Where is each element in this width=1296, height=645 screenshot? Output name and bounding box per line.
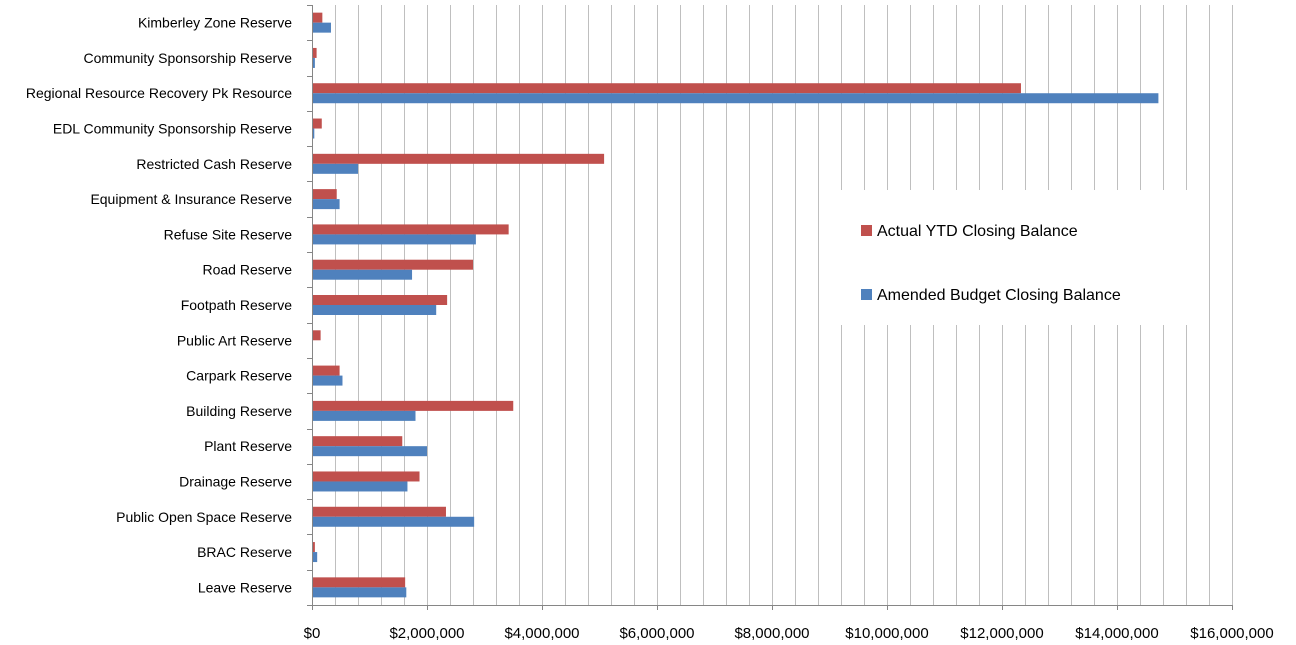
bar-actual [312, 295, 448, 305]
legend-swatch-amended [861, 289, 872, 300]
bar-amended [312, 163, 358, 174]
category-label: Refuse Site Reserve [164, 226, 293, 242]
bar-amended [312, 410, 416, 421]
category-label: Leave Reserve [198, 579, 292, 595]
category-label: BRAC Reserve [197, 544, 292, 560]
bar-amended [312, 199, 340, 210]
category-label: EDL Community Sponsorship Reserve [53, 121, 292, 137]
bar-actual [312, 259, 473, 270]
category-label: Community Sponsorship Reserve [83, 50, 292, 66]
category-label: Footpath Reserve [181, 297, 292, 313]
bar-amended [312, 305, 437, 315]
x-tick-label: $2,000,000 [389, 625, 464, 642]
bar-amended [312, 516, 475, 527]
x-tick-label: $0 [304, 625, 321, 642]
category-labels: Leave Reserve BRAC Reserve Public Open Spa… [26, 15, 292, 596]
category-label: Equipment & Insurance Reserve [90, 191, 292, 207]
x-tick-label: $6,000,000 [619, 625, 694, 642]
legend-swatch-actual [861, 225, 872, 236]
bar-actual [312, 330, 321, 341]
bar-actual [312, 12, 323, 23]
bar-actual [312, 47, 317, 58]
category-label: Regional Resource Recovery Pk Resource [26, 85, 292, 101]
x-tick-label: $12,000,000 [960, 625, 1043, 642]
x-tick-label: $8,000,000 [734, 625, 809, 642]
bar-amended [312, 22, 331, 33]
bar-actual [312, 365, 340, 376]
bar-amended [312, 481, 408, 492]
bar-amended [312, 375, 343, 386]
legend-box [840, 190, 1192, 325]
bar-actual [312, 577, 406, 588]
bar-amended [312, 57, 315, 68]
bar-actual [312, 224, 509, 235]
bar-amended [312, 234, 476, 245]
category-label: Kimberley Zone Reserve [138, 15, 292, 31]
category-label: Carpark Reserve [186, 368, 292, 384]
x-tick-label: $10,000,000 [845, 625, 928, 642]
bar-actual [312, 400, 514, 411]
x-tick-label: $14,000,000 [1075, 625, 1158, 642]
category-label: Restricted Cash Reserve [136, 156, 292, 172]
category-label: Plant Reserve [204, 438, 292, 454]
bar-amended [312, 587, 407, 598]
category-label: Public Art Reserve [177, 332, 292, 348]
bar-actual [312, 506, 446, 517]
bar-actual [312, 542, 315, 553]
bar-amended [312, 269, 413, 280]
category-label: Public Open Space Reserve [116, 509, 292, 525]
axes [307, 5, 1233, 610]
bar-actual [312, 436, 403, 447]
x-tick-label: $16,000,000 [1190, 625, 1273, 642]
bar-actual [312, 189, 337, 200]
bar-actual [312, 118, 322, 129]
bar-actual [312, 153, 605, 164]
x-tick-labels: $0 $2,000,000 $4,000,000 $6,000,000 $8,000,0… [304, 625, 1274, 642]
bar-actual [312, 471, 420, 482]
category-label: Drainage Reserve [179, 473, 292, 489]
bars [312, 12, 1159, 598]
bar-amended [312, 552, 318, 563]
bar-amended [312, 128, 315, 139]
legend-label-actual: Actual YTD Closing Balance [877, 223, 1078, 240]
bar-amended [312, 93, 1159, 104]
category-label: Building Reserve [186, 403, 292, 419]
legend: Actual YTD Closing Balance Amended Budge… [840, 190, 1192, 325]
bar-amended [312, 446, 427, 457]
category-label: Road Reserve [203, 262, 293, 278]
x-tick-label: $4,000,000 [504, 625, 579, 642]
bar-actual [312, 83, 1021, 94]
legend-label-amended: Amended Budget Closing Balance [877, 287, 1121, 304]
